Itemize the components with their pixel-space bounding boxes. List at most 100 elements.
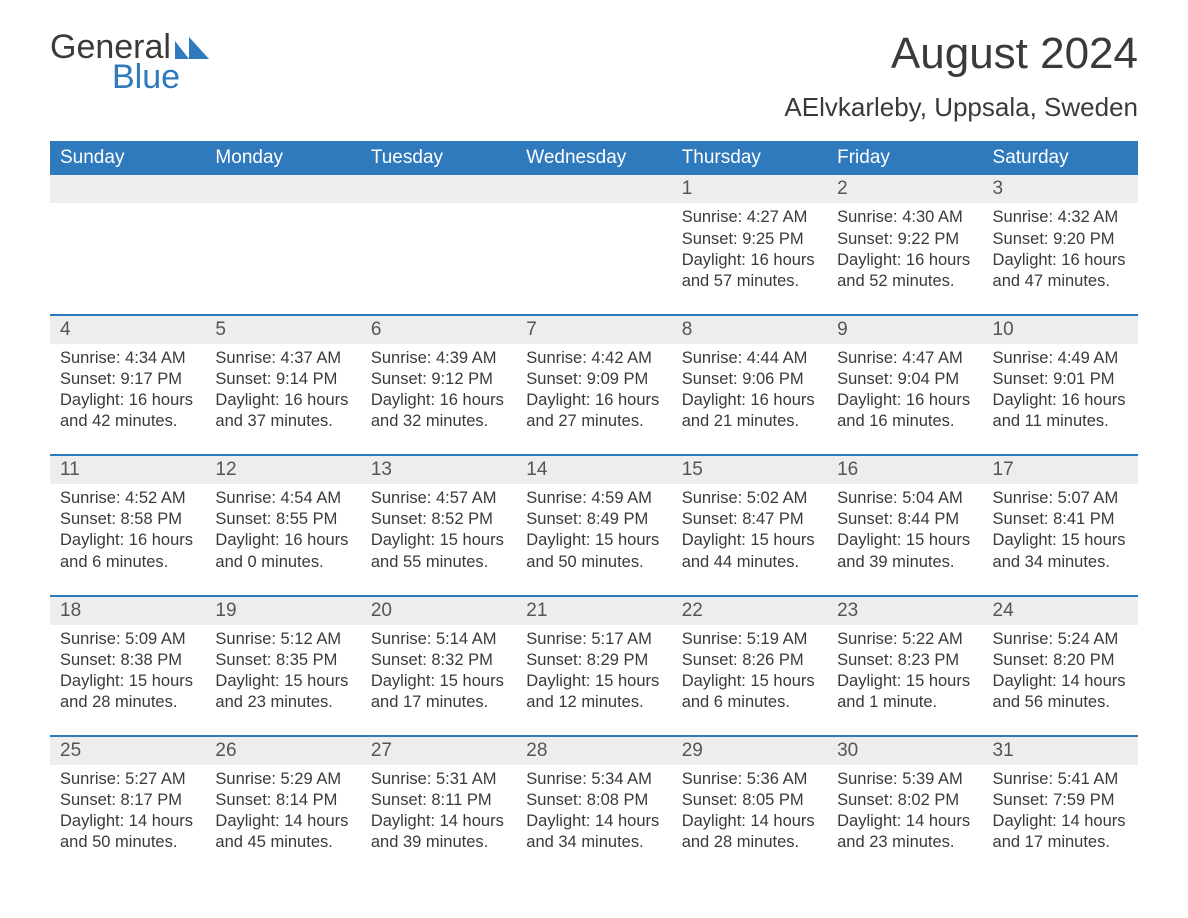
day-details: Sunrise: 4:49 AMSunset: 9:01 PMDaylight:… [983, 344, 1138, 438]
sunrise-line: Sunrise: 5:07 AM [993, 488, 1128, 509]
day-details: Sunrise: 5:24 AMSunset: 8:20 PMDaylight:… [983, 625, 1138, 719]
day-details: Sunrise: 5:19 AMSunset: 8:26 PMDaylight:… [672, 625, 827, 719]
day-number: 16 [827, 456, 982, 484]
daylight-line: Daylight: 16 hours and 57 minutes. [682, 250, 817, 292]
calendar-day-cell: 20Sunrise: 5:14 AMSunset: 8:32 PMDayligh… [361, 597, 516, 719]
weekday-header: Wednesday [516, 141, 671, 175]
sunrise-line: Sunrise: 5:17 AM [526, 629, 661, 650]
brand-word2: Blue [112, 60, 209, 94]
calendar-day-cell: 29Sunrise: 5:36 AMSunset: 8:05 PMDayligh… [672, 737, 827, 859]
day-details: Sunrise: 4:54 AMSunset: 8:55 PMDaylight:… [205, 484, 360, 578]
calendar-day-cell: 8Sunrise: 4:44 AMSunset: 9:06 PMDaylight… [672, 316, 827, 438]
weekday-header: Thursday [672, 141, 827, 175]
daylight-line: Daylight: 14 hours and 39 minutes. [371, 811, 506, 853]
day-number: 6 [361, 316, 516, 344]
day-number: 22 [672, 597, 827, 625]
day-details: Sunrise: 4:47 AMSunset: 9:04 PMDaylight:… [827, 344, 982, 438]
day-details: Sunrise: 5:39 AMSunset: 8:02 PMDaylight:… [827, 765, 982, 859]
sunrise-line: Sunrise: 5:41 AM [993, 769, 1128, 790]
calendar-day-cell: 11Sunrise: 4:52 AMSunset: 8:58 PMDayligh… [50, 456, 205, 578]
day-details: Sunrise: 4:34 AMSunset: 9:17 PMDaylight:… [50, 344, 205, 438]
sunset-line: Sunset: 8:17 PM [60, 790, 195, 811]
sunset-line: Sunset: 8:11 PM [371, 790, 506, 811]
day-details: Sunrise: 5:14 AMSunset: 8:32 PMDaylight:… [361, 625, 516, 719]
sunset-line: Sunset: 8:02 PM [837, 790, 972, 811]
sunrise-line: Sunrise: 4:54 AM [215, 488, 350, 509]
day-number: 8 [672, 316, 827, 344]
calendar-day-cell: 27Sunrise: 5:31 AMSunset: 8:11 PMDayligh… [361, 737, 516, 859]
sunrise-line: Sunrise: 4:44 AM [682, 348, 817, 369]
sunrise-line: Sunrise: 5:02 AM [682, 488, 817, 509]
sunrise-line: Sunrise: 4:52 AM [60, 488, 195, 509]
daylight-line: Daylight: 15 hours and 39 minutes. [837, 530, 972, 572]
day-details: Sunrise: 4:42 AMSunset: 9:09 PMDaylight:… [516, 344, 671, 438]
day-number: 10 [983, 316, 1138, 344]
daylight-line: Daylight: 16 hours and 42 minutes. [60, 390, 195, 432]
day-number: 3 [983, 175, 1138, 203]
daylight-line: Daylight: 16 hours and 52 minutes. [837, 250, 972, 292]
sunset-line: Sunset: 8:20 PM [993, 650, 1128, 671]
daylight-line: Daylight: 15 hours and 50 minutes. [526, 530, 661, 572]
calendar-day-cell: 7Sunrise: 4:42 AMSunset: 9:09 PMDaylight… [516, 316, 671, 438]
day-details: Sunrise: 5:22 AMSunset: 8:23 PMDaylight:… [827, 625, 982, 719]
day-details: Sunrise: 4:32 AMSunset: 9:20 PMDaylight:… [983, 203, 1138, 297]
daylight-line: Daylight: 16 hours and 27 minutes. [526, 390, 661, 432]
daylight-line: Daylight: 16 hours and 47 minutes. [993, 250, 1128, 292]
day-number: 12 [205, 456, 360, 484]
day-number: 21 [516, 597, 671, 625]
calendar-day-cell [50, 175, 205, 297]
sunset-line: Sunset: 9:20 PM [993, 229, 1128, 250]
daylight-line: Daylight: 15 hours and 44 minutes. [682, 530, 817, 572]
sunset-line: Sunset: 8:23 PM [837, 650, 972, 671]
sunset-line: Sunset: 9:22 PM [837, 229, 972, 250]
weekday-header: Tuesday [361, 141, 516, 175]
daylight-line: Daylight: 15 hours and 17 minutes. [371, 671, 506, 713]
day-details: Sunrise: 4:37 AMSunset: 9:14 PMDaylight:… [205, 344, 360, 438]
sunrise-line: Sunrise: 5:31 AM [371, 769, 506, 790]
sunrise-line: Sunrise: 5:36 AM [682, 769, 817, 790]
daylight-line: Daylight: 16 hours and 11 minutes. [993, 390, 1128, 432]
day-details: Sunrise: 5:36 AMSunset: 8:05 PMDaylight:… [672, 765, 827, 859]
sunset-line: Sunset: 9:12 PM [371, 369, 506, 390]
calendar-week-row: 1Sunrise: 4:27 AMSunset: 9:25 PMDaylight… [50, 175, 1138, 297]
day-number: 1 [672, 175, 827, 203]
day-number [205, 175, 360, 203]
daylight-line: Daylight: 15 hours and 34 minutes. [993, 530, 1128, 572]
sunset-line: Sunset: 8:41 PM [993, 509, 1128, 530]
daylight-line: Daylight: 15 hours and 55 minutes. [371, 530, 506, 572]
sunset-line: Sunset: 8:05 PM [682, 790, 817, 811]
day-details: Sunrise: 5:27 AMSunset: 8:17 PMDaylight:… [50, 765, 205, 859]
calendar-week-row: 18Sunrise: 5:09 AMSunset: 8:38 PMDayligh… [50, 595, 1138, 719]
sunrise-line: Sunrise: 4:42 AM [526, 348, 661, 369]
sunrise-line: Sunrise: 4:49 AM [993, 348, 1128, 369]
calendar-day-cell: 31Sunrise: 5:41 AMSunset: 7:59 PMDayligh… [983, 737, 1138, 859]
day-number: 20 [361, 597, 516, 625]
daylight-line: Daylight: 14 hours and 34 minutes. [526, 811, 661, 853]
sunset-line: Sunset: 7:59 PM [993, 790, 1128, 811]
day-details: Sunrise: 4:44 AMSunset: 9:06 PMDaylight:… [672, 344, 827, 438]
day-details: Sunrise: 5:02 AMSunset: 8:47 PMDaylight:… [672, 484, 827, 578]
day-details: Sunrise: 5:41 AMSunset: 7:59 PMDaylight:… [983, 765, 1138, 859]
sunrise-line: Sunrise: 5:19 AM [682, 629, 817, 650]
sunset-line: Sunset: 8:49 PM [526, 509, 661, 530]
sunset-line: Sunset: 8:55 PM [215, 509, 350, 530]
calendar-day-cell: 4Sunrise: 4:34 AMSunset: 9:17 PMDaylight… [50, 316, 205, 438]
day-details: Sunrise: 5:31 AMSunset: 8:11 PMDaylight:… [361, 765, 516, 859]
day-details: Sunrise: 5:04 AMSunset: 8:44 PMDaylight:… [827, 484, 982, 578]
day-number: 13 [361, 456, 516, 484]
day-number: 17 [983, 456, 1138, 484]
day-number: 9 [827, 316, 982, 344]
weekday-header: Monday [205, 141, 360, 175]
day-number: 14 [516, 456, 671, 484]
calendar-day-cell: 2Sunrise: 4:30 AMSunset: 9:22 PMDaylight… [827, 175, 982, 297]
day-details: Sunrise: 4:27 AMSunset: 9:25 PMDaylight:… [672, 203, 827, 297]
sunrise-line: Sunrise: 5:39 AM [837, 769, 972, 790]
calendar-day-cell: 15Sunrise: 5:02 AMSunset: 8:47 PMDayligh… [672, 456, 827, 578]
daylight-line: Daylight: 14 hours and 17 minutes. [993, 811, 1128, 853]
day-number: 11 [50, 456, 205, 484]
calendar-day-cell [361, 175, 516, 297]
sunrise-line: Sunrise: 4:32 AM [993, 207, 1128, 228]
calendar-day-cell: 24Sunrise: 5:24 AMSunset: 8:20 PMDayligh… [983, 597, 1138, 719]
sunset-line: Sunset: 8:08 PM [526, 790, 661, 811]
sunset-line: Sunset: 9:14 PM [215, 369, 350, 390]
